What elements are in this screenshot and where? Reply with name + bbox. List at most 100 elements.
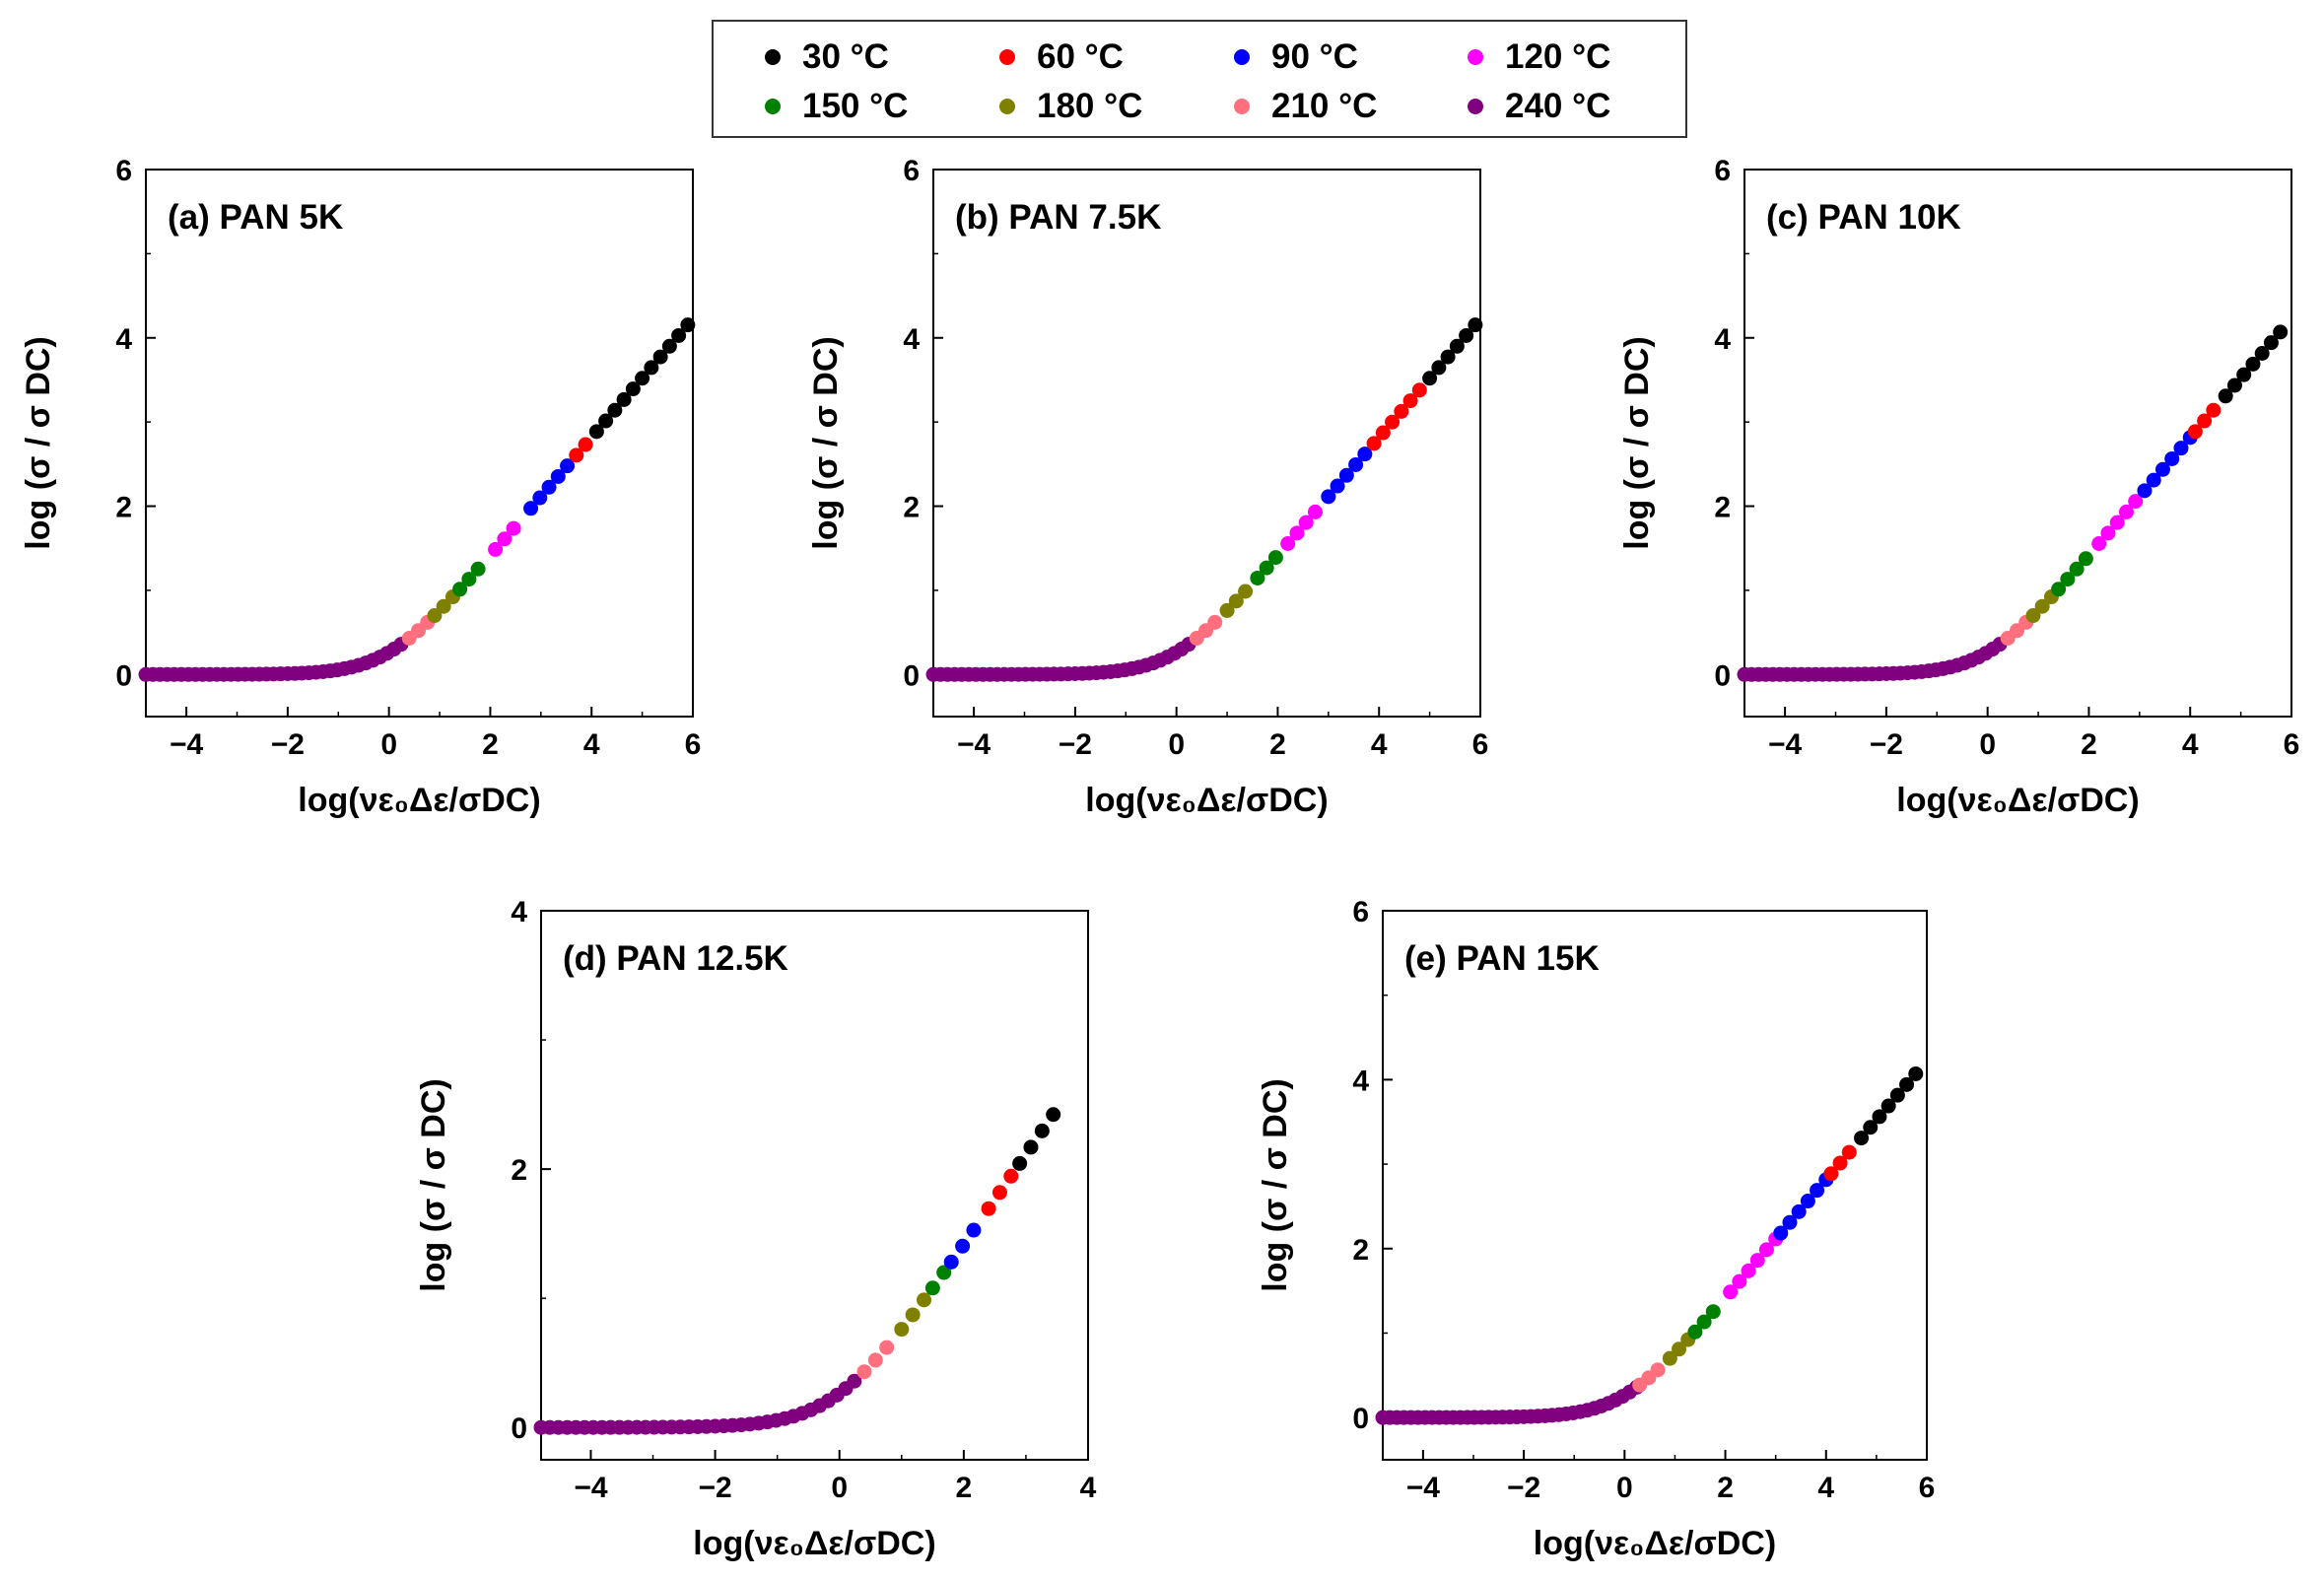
series-60c — [569, 437, 593, 463]
series-90c — [943, 1222, 982, 1270]
x-tick-label: −4 — [1406, 1472, 1441, 1504]
series-150c — [2051, 551, 2093, 597]
legend-marker-30c — [765, 49, 781, 65]
y-axis-label: log (σ / σ DC) — [415, 1078, 452, 1291]
data-point — [2128, 494, 2144, 510]
x-tick-label: 0 — [1616, 1472, 1633, 1504]
x-tick-label: 4 — [2182, 728, 2199, 761]
series-150c — [1250, 550, 1283, 585]
x-tick-label: 4 — [1371, 728, 1388, 761]
data-point — [879, 1340, 895, 1355]
data-point — [2025, 608, 2041, 624]
data-point — [427, 608, 443, 624]
data-point — [2100, 525, 2116, 541]
data-point — [2218, 388, 2233, 404]
data-point — [625, 381, 641, 397]
series-90c — [523, 458, 576, 516]
x-tick-label: 0 — [380, 728, 397, 761]
data-point — [2069, 561, 2085, 577]
data-point — [2091, 536, 2107, 552]
legend-label: 180 °C — [1037, 87, 1143, 125]
legend-item-150c: 150 °C — [765, 87, 908, 126]
plot-frame — [932, 169, 1481, 718]
y-tick-label: 2 — [115, 492, 132, 524]
data-point — [652, 349, 668, 365]
x-tick-label: 4 — [1817, 1472, 1834, 1504]
legend-label: 240 °C — [1505, 87, 1611, 125]
series-210c — [1189, 614, 1223, 647]
y-tick-label: 0 — [1714, 659, 1731, 692]
x-tick-label: 6 — [1472, 728, 1489, 761]
data-point — [1259, 560, 1274, 576]
data-point — [1250, 570, 1265, 585]
panel-5: −4 −2 0 2 4 6 0 2 4 6 (e) PAN 15K log(νε₀Δε/σDC) log… — [1257, 896, 1935, 1562]
data-point — [2137, 483, 2153, 499]
legend-marker-60c — [999, 49, 1015, 65]
data-point — [1687, 1324, 1703, 1340]
legend-item-240c: 240 °C — [1468, 87, 1610, 126]
data-point — [2236, 367, 2252, 382]
data-point — [1741, 1263, 1756, 1278]
data-point — [488, 541, 504, 557]
data-point — [1219, 602, 1235, 618]
data-point — [1468, 317, 1483, 333]
series-150c — [452, 561, 486, 597]
legend-marker-210c — [1234, 99, 1250, 114]
series-60c — [1366, 382, 1427, 451]
legend-label: 150 °C — [802, 87, 909, 125]
data-point — [2254, 346, 2270, 362]
x-tick-label: 2 — [482, 728, 499, 761]
x-tick-label: −4 — [1768, 728, 1803, 761]
x-tick-label: 2 — [1269, 728, 1286, 761]
y-tick-label: 2 — [1714, 492, 1731, 524]
data-point — [2078, 551, 2093, 567]
data-point — [497, 531, 513, 547]
legend-item-180c: 180 °C — [999, 87, 1142, 126]
legend-label: 30 °C — [802, 37, 889, 76]
data-point — [2226, 378, 2242, 393]
data-point — [1749, 1253, 1765, 1269]
panel-title: (b) PAN 7.5K — [955, 198, 1161, 237]
data-point — [2173, 441, 2189, 456]
panel-title: (a) PAN 5K — [168, 198, 343, 237]
data-point — [2154, 461, 2170, 477]
x-axis-label: log(νε₀Δε/σDC) — [1534, 1525, 1776, 1562]
panel-title: (c) PAN 10K — [1766, 198, 1961, 237]
data-point — [1823, 1166, 1839, 1182]
data-point — [550, 468, 566, 484]
data-point — [1357, 447, 1373, 462]
data-point — [1732, 1273, 1747, 1289]
data-point — [1723, 1284, 1739, 1300]
y-tick-label: 0 — [903, 659, 920, 692]
data-point — [905, 1307, 921, 1323]
legend-item-120c: 120 °C — [1468, 37, 1610, 77]
data-point — [578, 437, 593, 452]
legend-marker-240c — [1468, 99, 1483, 114]
plot-frame — [1382, 910, 1928, 1461]
data-point — [966, 1222, 982, 1238]
legend-label: 60 °C — [1037, 37, 1124, 76]
data-point — [1366, 436, 1382, 451]
y-tick-label: 0 — [1352, 1403, 1369, 1435]
series-210c — [856, 1340, 895, 1380]
data-point — [644, 360, 659, 376]
data-point — [1411, 382, 1427, 398]
data-point — [1791, 1203, 1807, 1219]
data-point — [1375, 425, 1391, 441]
data-point — [2263, 335, 2279, 351]
legend: 30 °C 60 °C 90 °C 120 °C 150 °C 180 °C 2… — [712, 20, 1687, 138]
x-tick-label: −2 — [271, 728, 305, 761]
y-tick-label: 2 — [903, 492, 920, 524]
data-point — [867, 1352, 883, 1368]
plot-frame — [1743, 169, 2292, 718]
data-point — [2206, 402, 2221, 418]
data-point — [1841, 1144, 1857, 1160]
data-point — [1899, 1076, 1915, 1092]
data-point — [936, 1265, 952, 1280]
data-point — [1440, 349, 1456, 365]
data-point — [1832, 1155, 1848, 1171]
legend-item-60c: 60 °C — [999, 37, 1124, 77]
series-240c — [138, 637, 409, 682]
data-point — [955, 1238, 971, 1254]
